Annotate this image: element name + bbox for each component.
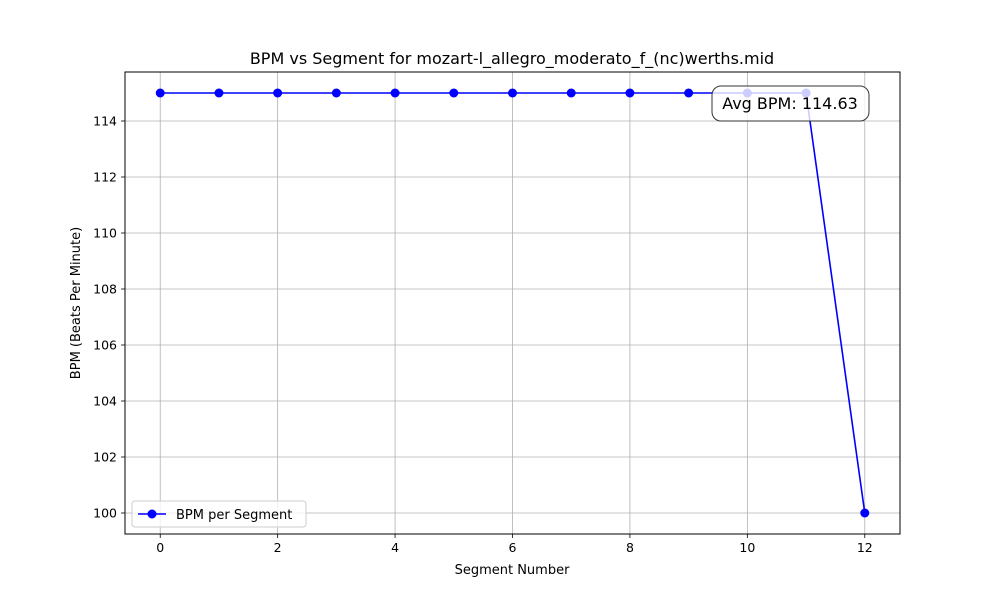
- y-axis-ticks: 100 102 104 106 108 110 112 114: [93, 114, 125, 521]
- x-tick-label: 0: [156, 540, 164, 555]
- annotation-box: [711, 85, 870, 122]
- annotation-text: Avg BPM: 114.63: [722, 94, 858, 113]
- x-tick-label: 2: [274, 540, 282, 555]
- legend-entry-bpm-per-segment: BPM per Segment: [176, 508, 292, 523]
- legend-marker-swatch: [147, 509, 157, 519]
- y-tick-label: 106: [93, 338, 117, 353]
- y-tick-label: 108: [93, 282, 117, 297]
- data-point: [860, 508, 870, 518]
- chart-title: BPM vs Segment for mozart-l_allegro_mode…: [250, 49, 774, 69]
- data-point: [214, 88, 224, 98]
- x-axis-ticks: 0 2 4 6 8 10 12: [156, 534, 873, 555]
- y-tick-label: 110: [93, 226, 117, 241]
- legend-box: [131, 500, 307, 528]
- x-tick-label: 10: [739, 540, 755, 555]
- grid-lines: [125, 72, 900, 534]
- data-point: [449, 88, 459, 98]
- y-tick-label: 112: [93, 170, 117, 185]
- y-tick-label: 114: [93, 114, 117, 129]
- y-tick-label: 100: [93, 506, 117, 521]
- y-axis-label: BPM (Beats Per Minute): [69, 227, 84, 379]
- legend: BPM per Segment: [131, 500, 307, 528]
- x-tick-label: 6: [509, 540, 517, 555]
- data-point: [331, 88, 341, 98]
- y-tick-label: 102: [93, 450, 117, 465]
- data-point: [625, 88, 635, 98]
- x-tick-label: 4: [391, 540, 399, 555]
- data-point: [508, 88, 517, 98]
- data-point: [155, 88, 165, 98]
- data-point: [684, 88, 694, 98]
- x-tick-label: 12: [857, 540, 873, 555]
- data-point: [273, 88, 283, 98]
- y-tick-label: 104: [93, 394, 117, 409]
- data-point: [390, 88, 400, 98]
- x-tick-label: 8: [626, 540, 634, 555]
- data-point: [566, 88, 576, 98]
- x-axis-label: Segment Number: [455, 563, 571, 578]
- avg-bpm-annotation: Avg BPM: 114.63: [711, 85, 870, 122]
